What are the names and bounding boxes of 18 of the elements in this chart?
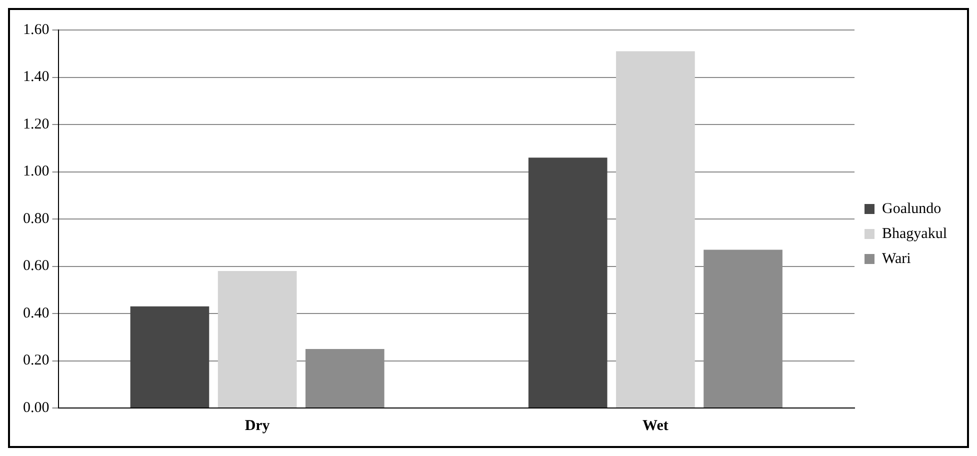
- bar: [616, 51, 695, 408]
- y-tick-label: 0.80: [23, 210, 50, 227]
- bar: [218, 270, 297, 408]
- y-tick-label: 0.40: [23, 305, 50, 322]
- bar: [130, 306, 210, 408]
- legend-label: Wari: [882, 250, 911, 267]
- y-tick-label: 1.20: [23, 116, 50, 132]
- y-tick-label: 0.20: [23, 352, 50, 369]
- x-tick-label: Dry: [244, 418, 270, 434]
- legend-label: Goalundo: [882, 200, 942, 217]
- y-tick-label: 1.60: [23, 22, 50, 38]
- y-tick-label: 1.40: [23, 69, 50, 86]
- legend-label: Bhagyakul: [882, 226, 948, 242]
- y-tick-label: 1.00: [23, 164, 50, 180]
- x-tick-label: Wet: [642, 418, 668, 434]
- bar: [528, 158, 608, 408]
- y-tick-label: 0.60: [23, 258, 50, 274]
- y-tick-label: 0.00: [23, 400, 50, 416]
